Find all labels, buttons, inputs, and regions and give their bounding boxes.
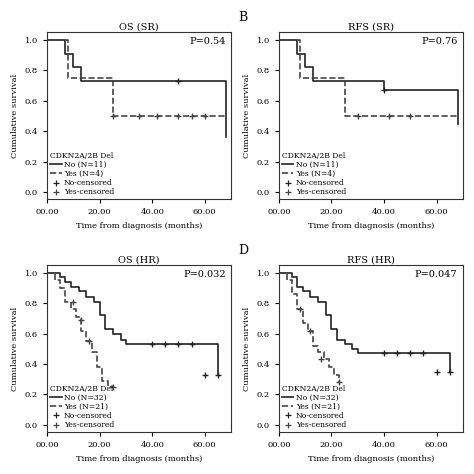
- X-axis label: Time from diagnosis (months): Time from diagnosis (months): [308, 222, 434, 230]
- X-axis label: Time from diagnosis (months): Time from diagnosis (months): [76, 222, 202, 230]
- Y-axis label: Cumulative survival: Cumulative survival: [243, 74, 251, 158]
- Text: P=0.032: P=0.032: [183, 270, 226, 279]
- Title: RFS (HR): RFS (HR): [347, 255, 395, 264]
- Legend: No (N=11), Yes (N=4), No-censored, Yes-censored: No (N=11), Yes (N=4), No-censored, Yes-c…: [281, 151, 346, 197]
- Y-axis label: Cumulative survival: Cumulative survival: [11, 307, 19, 391]
- X-axis label: Time from diagnosis (months): Time from diagnosis (months): [308, 455, 434, 463]
- X-axis label: Time from diagnosis (months): Time from diagnosis (months): [76, 455, 202, 463]
- Y-axis label: Cumulative survival: Cumulative survival: [243, 307, 251, 391]
- Title: OS (HR): OS (HR): [118, 255, 160, 264]
- Title: RFS (SR): RFS (SR): [348, 23, 394, 32]
- Legend: No (N=32), Yes (N=21), No-censored, Yes-censored: No (N=32), Yes (N=21), No-censored, Yes-…: [281, 384, 346, 430]
- Text: P=0.54: P=0.54: [189, 37, 226, 46]
- Text: D: D: [238, 244, 248, 257]
- Title: OS (SR): OS (SR): [119, 23, 159, 32]
- Text: P=0.76: P=0.76: [421, 37, 457, 46]
- Legend: No (N=32), Yes (N=21), No-censored, Yes-censored: No (N=32), Yes (N=21), No-censored, Yes-…: [49, 384, 115, 430]
- Text: B: B: [238, 11, 248, 24]
- Y-axis label: Cumulative survival: Cumulative survival: [11, 74, 19, 158]
- Legend: No (N=11), Yes (N=4), No-censored, Yes-censored: No (N=11), Yes (N=4), No-censored, Yes-c…: [49, 151, 115, 197]
- Text: P=0.047: P=0.047: [415, 270, 457, 279]
